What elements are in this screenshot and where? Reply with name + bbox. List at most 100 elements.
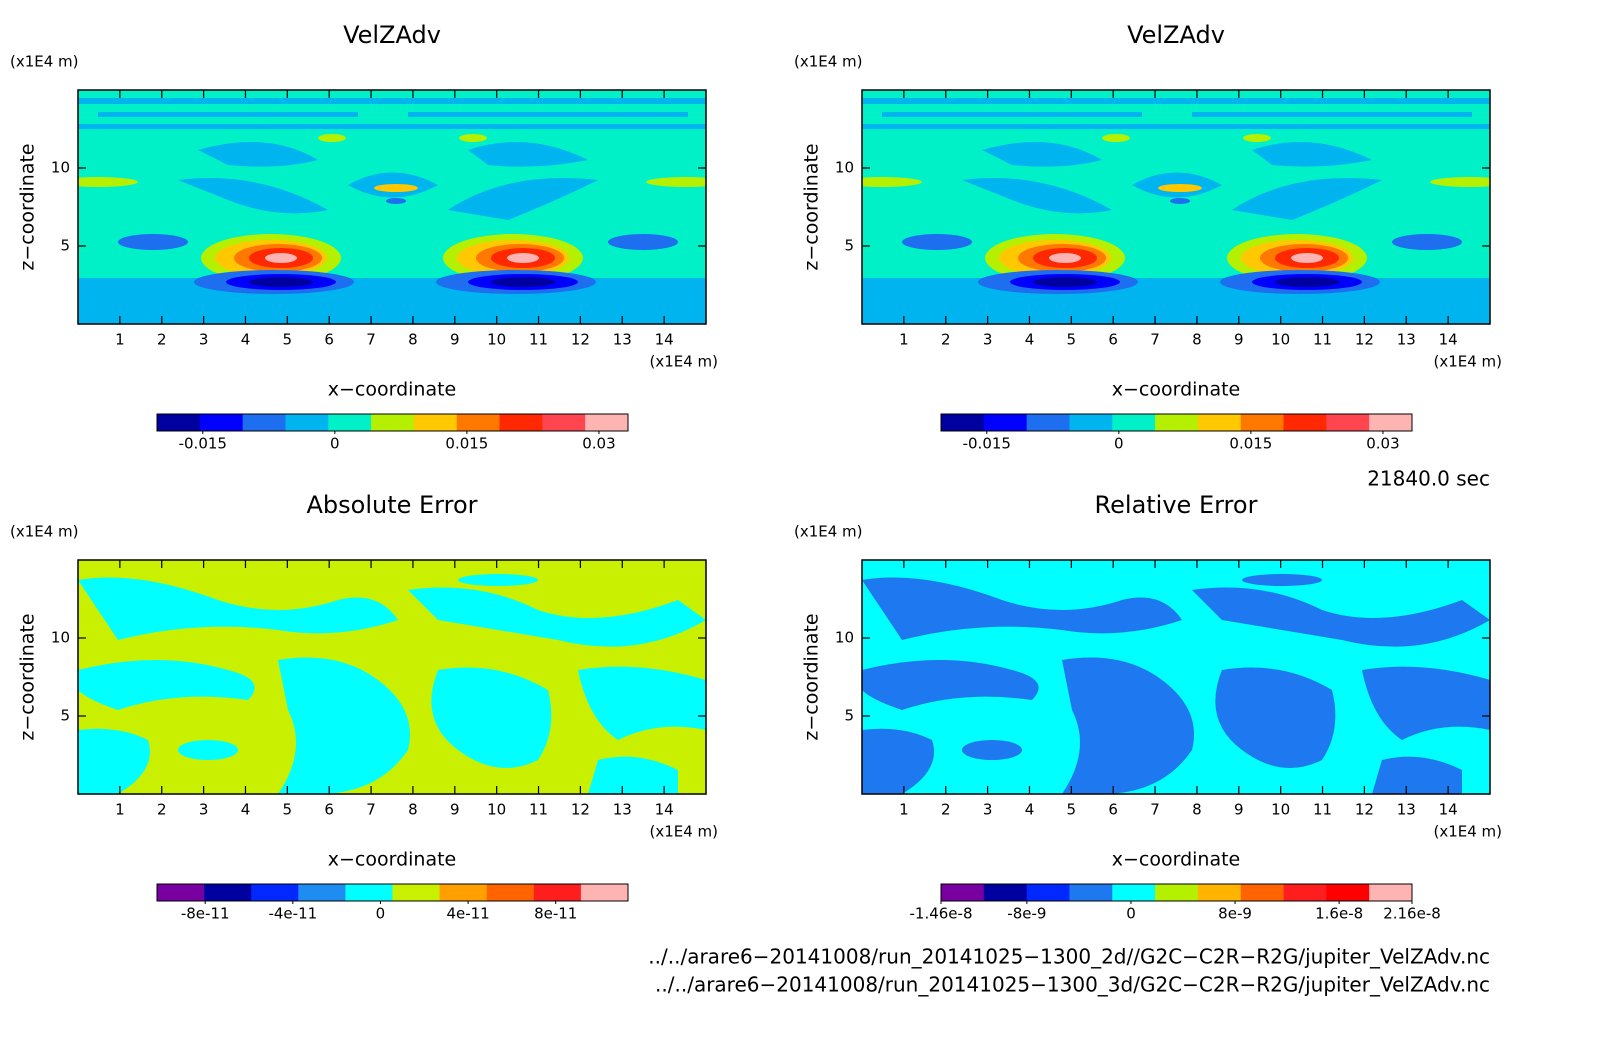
x-tick-label: 9 <box>450 331 460 349</box>
x-tick-label: 9 <box>450 801 460 819</box>
colorbar-frame <box>156 413 629 432</box>
colorbar-segment <box>439 884 488 901</box>
x-tick-label: 14 <box>655 801 674 819</box>
x-tick-label: 2 <box>941 801 951 819</box>
y-axis-label: z−coordinate <box>801 613 823 740</box>
x-tick-label: 13 <box>1397 331 1416 349</box>
colorbar-tick-label: -4e-11 <box>268 905 317 923</box>
chart-title: VelZAdv <box>1127 21 1225 49</box>
colorbar-tick-label: 4e-11 <box>446 905 489 923</box>
x-tick-label: 3 <box>983 801 993 819</box>
x-tick-label: 4 <box>241 801 251 819</box>
x-tick-label: 1 <box>115 331 125 349</box>
x-axis-label: x−coordinate <box>328 379 457 401</box>
colorbar-tick-label: -0.015 <box>963 435 1011 453</box>
x-tick-label: 10 <box>487 801 506 819</box>
x-unit: (x1E4 m) <box>649 823 718 841</box>
colorbar-segment <box>204 884 252 901</box>
colorbar-segment <box>1026 414 1070 431</box>
colorbar-frame <box>940 413 1413 432</box>
colorbar-frame <box>940 883 1413 902</box>
y-tick-label: 5 <box>60 237 70 255</box>
colorbar-tick-label: 0.015 <box>1229 435 1272 453</box>
file-path: ../../arare6−20141008/run_20141025−1300_… <box>648 945 1490 969</box>
x-tick-label: 5 <box>1067 801 1077 819</box>
x-tick-label: 5 <box>1067 331 1077 349</box>
colorbar-segment <box>1155 414 1199 431</box>
x-tick-label: 7 <box>366 331 376 349</box>
colorbar-segment <box>983 414 1028 431</box>
colorbar-tick-label: 0 <box>1114 435 1124 453</box>
y-tick-label: 10 <box>835 159 854 177</box>
x-tick-label: 13 <box>613 801 632 819</box>
x-tick-label: 12 <box>1355 331 1374 349</box>
colorbar-segment <box>1240 884 1285 901</box>
y-tick-label: 10 <box>51 159 70 177</box>
chart-title: Absolute Error <box>306 491 477 519</box>
plot-frame <box>861 89 1491 325</box>
x-tick-label: 14 <box>655 331 674 349</box>
plot-frame <box>861 559 1491 795</box>
x-tick-label: 11 <box>1313 801 1332 819</box>
x-tick-label: 14 <box>1439 801 1458 819</box>
x-tick-label: 6 <box>324 331 334 349</box>
x-tick-label: 6 <box>1108 331 1118 349</box>
colorbar-tick-label: -8e-11 <box>181 905 230 923</box>
x-tick-label: 9 <box>1234 801 1244 819</box>
y-unit: (x1E4 m) <box>794 523 863 541</box>
colorbar-segment <box>199 414 244 431</box>
contour-field <box>842 90 1510 324</box>
y-tick-label: 10 <box>51 629 70 647</box>
contour-field <box>78 560 706 794</box>
y-axis-label: z−coordinate <box>17 143 39 270</box>
x-tick-label: 3 <box>199 801 209 819</box>
x-tick-label: 6 <box>324 801 334 819</box>
y-axis-label: z−coordinate <box>801 143 823 270</box>
x-tick-label: 12 <box>571 331 590 349</box>
x-tick-label: 6 <box>1108 801 1118 819</box>
y-tick-label: 5 <box>844 707 854 725</box>
colorbar-segment <box>1069 414 1113 431</box>
x-tick-label: 4 <box>1025 331 1035 349</box>
colorbar-segment <box>941 884 985 901</box>
x-tick-label: 7 <box>1150 331 1160 349</box>
colorbar-segment <box>1197 414 1242 431</box>
colorbar-segment <box>1240 414 1285 431</box>
y-tick-label: 5 <box>844 237 854 255</box>
colorbar-segment <box>1326 414 1370 431</box>
x-tick-label: 5 <box>283 331 293 349</box>
colorbar-tick-label: -8e-9 <box>1007 905 1046 923</box>
colorbar-tick-label: 2.16e-8 <box>1383 905 1441 923</box>
x-tick-label: 8 <box>408 801 418 819</box>
colorbar-tick-label: 0.03 <box>1366 435 1399 453</box>
x-axis-label: x−coordinate <box>1112 379 1241 401</box>
colorbar-segment <box>580 884 629 901</box>
colorbar-segment <box>1112 414 1156 431</box>
colorbar-segment <box>533 884 582 901</box>
x-tick-label: 9 <box>1234 331 1244 349</box>
y-unit: (x1E4 m) <box>10 523 79 541</box>
x-tick-label: 7 <box>1150 801 1160 819</box>
x-tick-label: 1 <box>899 801 909 819</box>
colorbar-tick-label: 0 <box>1126 905 1136 923</box>
x-unit: (x1E4 m) <box>649 353 718 371</box>
colorbar-segment <box>242 414 286 431</box>
x-tick-label: 11 <box>529 801 548 819</box>
colorbar-tick-label: 8e-11 <box>534 905 577 923</box>
x-tick-label: 4 <box>241 331 251 349</box>
x-tick-label: 2 <box>941 331 951 349</box>
x-tick-label: 7 <box>366 801 376 819</box>
colorbar-segment <box>1197 884 1242 901</box>
x-tick-label: 2 <box>157 801 167 819</box>
x-tick-label: 13 <box>613 331 632 349</box>
colorbar-segment <box>392 884 441 901</box>
x-tick-label: 3 <box>983 331 993 349</box>
colorbar-tick-label: -1.46e-8 <box>910 905 973 923</box>
colorbar-segment <box>1112 884 1156 901</box>
plot-frame <box>77 559 707 795</box>
colorbar-tick-label: 0.015 <box>445 435 488 453</box>
x-tick-label: 11 <box>529 331 548 349</box>
x-tick-label: 14 <box>1439 331 1458 349</box>
colorbar-segment <box>456 414 501 431</box>
